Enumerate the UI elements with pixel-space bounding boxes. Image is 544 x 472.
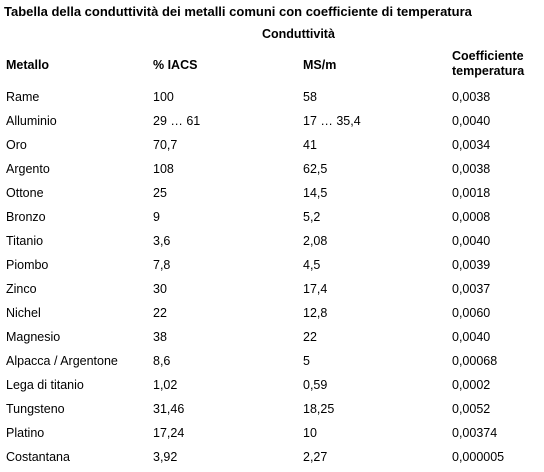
table-cell: 1,02 bbox=[153, 378, 178, 392]
title: Tabella della conduttività dei metalli c… bbox=[4, 4, 472, 19]
metal-name: Ottone bbox=[6, 186, 44, 200]
table-cell: 0,0039 bbox=[452, 258, 491, 272]
column-header: % IACS bbox=[153, 58, 198, 72]
metal-name: Platino bbox=[6, 426, 45, 440]
table-cell: 10 bbox=[303, 426, 317, 440]
metal-name: Costantana bbox=[6, 450, 70, 464]
table-cell: 5 bbox=[303, 354, 310, 368]
table-cell: 100 bbox=[153, 90, 174, 104]
table-cell: 2,08 bbox=[303, 234, 328, 248]
table-cell: 0,00068 bbox=[452, 354, 498, 368]
metal-name: Argento bbox=[6, 162, 50, 176]
metal-name: Rame bbox=[6, 90, 40, 104]
table-cell: 22 bbox=[303, 330, 317, 344]
table-cell: 31,46 bbox=[153, 402, 185, 416]
table-cell: 0,0034 bbox=[452, 138, 491, 152]
table-cell: 0,000005 bbox=[452, 450, 505, 464]
table-cell: 0,0040 bbox=[452, 330, 491, 344]
table-cell: 5,2 bbox=[303, 210, 321, 224]
table-cell: 14,5 bbox=[303, 186, 328, 200]
metal-name: Lega di titanio bbox=[6, 378, 84, 392]
column-header: Metallo bbox=[6, 58, 50, 72]
metal-name: Titanio bbox=[6, 234, 44, 248]
table-cell: 0,0040 bbox=[452, 234, 491, 248]
table-cell: 0,00374 bbox=[452, 426, 498, 440]
table-cell: 0,0008 bbox=[452, 210, 491, 224]
metal-name: Oro bbox=[6, 138, 27, 152]
table-cell: 0,0052 bbox=[452, 402, 491, 416]
table-cell: 0,0060 bbox=[452, 306, 491, 320]
column-header: MS/m bbox=[303, 58, 337, 72]
table-cell: 108 bbox=[153, 162, 174, 176]
metal-name: Nichel bbox=[6, 306, 41, 320]
metal-name: Piombo bbox=[6, 258, 49, 272]
table-cell: 25 bbox=[153, 186, 167, 200]
table-cell: 0,0002 bbox=[452, 378, 491, 392]
table-cell: 29 … 61 bbox=[153, 114, 201, 128]
table-cell: 0,0040 bbox=[452, 114, 491, 128]
table-cell: 8,6 bbox=[153, 354, 171, 368]
table-cell: 38 bbox=[153, 330, 167, 344]
table-cell: 0,59 bbox=[303, 378, 328, 392]
table-cell: 4,5 bbox=[303, 258, 321, 272]
table-cell: 3,6 bbox=[153, 234, 171, 248]
metal-name: Alpacca / Argentone bbox=[6, 354, 118, 368]
metal-name: Tungsteno bbox=[6, 402, 65, 416]
table-cell: 0,0038 bbox=[452, 162, 491, 176]
table-cell: 7,8 bbox=[153, 258, 171, 272]
column-header: Coefficiente temperatura bbox=[452, 49, 525, 78]
table-cell: 9 bbox=[153, 210, 160, 224]
table-cell: 17 … 35,4 bbox=[303, 114, 361, 128]
table-cell: 22 bbox=[153, 306, 167, 320]
table-cell: 12,8 bbox=[303, 306, 328, 320]
metal-name: Bronzo bbox=[6, 210, 46, 224]
metal-name: Zinco bbox=[6, 282, 37, 296]
group-header: Conduttività bbox=[262, 27, 335, 41]
table-cell: 17,24 bbox=[153, 426, 185, 440]
table-cell: 30 bbox=[153, 282, 167, 296]
table-cell: 18,25 bbox=[303, 402, 335, 416]
table-cell: 58 bbox=[303, 90, 317, 104]
metal-name: Magnesio bbox=[6, 330, 61, 344]
table-cell: 0,0018 bbox=[452, 186, 491, 200]
table-cell: 0,0038 bbox=[452, 90, 491, 104]
table-cell: 3,92 bbox=[153, 450, 178, 464]
table-cell: 2,27 bbox=[303, 450, 328, 464]
table-cell: 41 bbox=[303, 138, 317, 152]
table-cell: 70,7 bbox=[153, 138, 178, 152]
metal-name: Alluminio bbox=[6, 114, 57, 128]
table-cell: 17,4 bbox=[303, 282, 328, 296]
table-cell: 62,5 bbox=[303, 162, 328, 176]
table-cell: 0,0037 bbox=[452, 282, 491, 296]
